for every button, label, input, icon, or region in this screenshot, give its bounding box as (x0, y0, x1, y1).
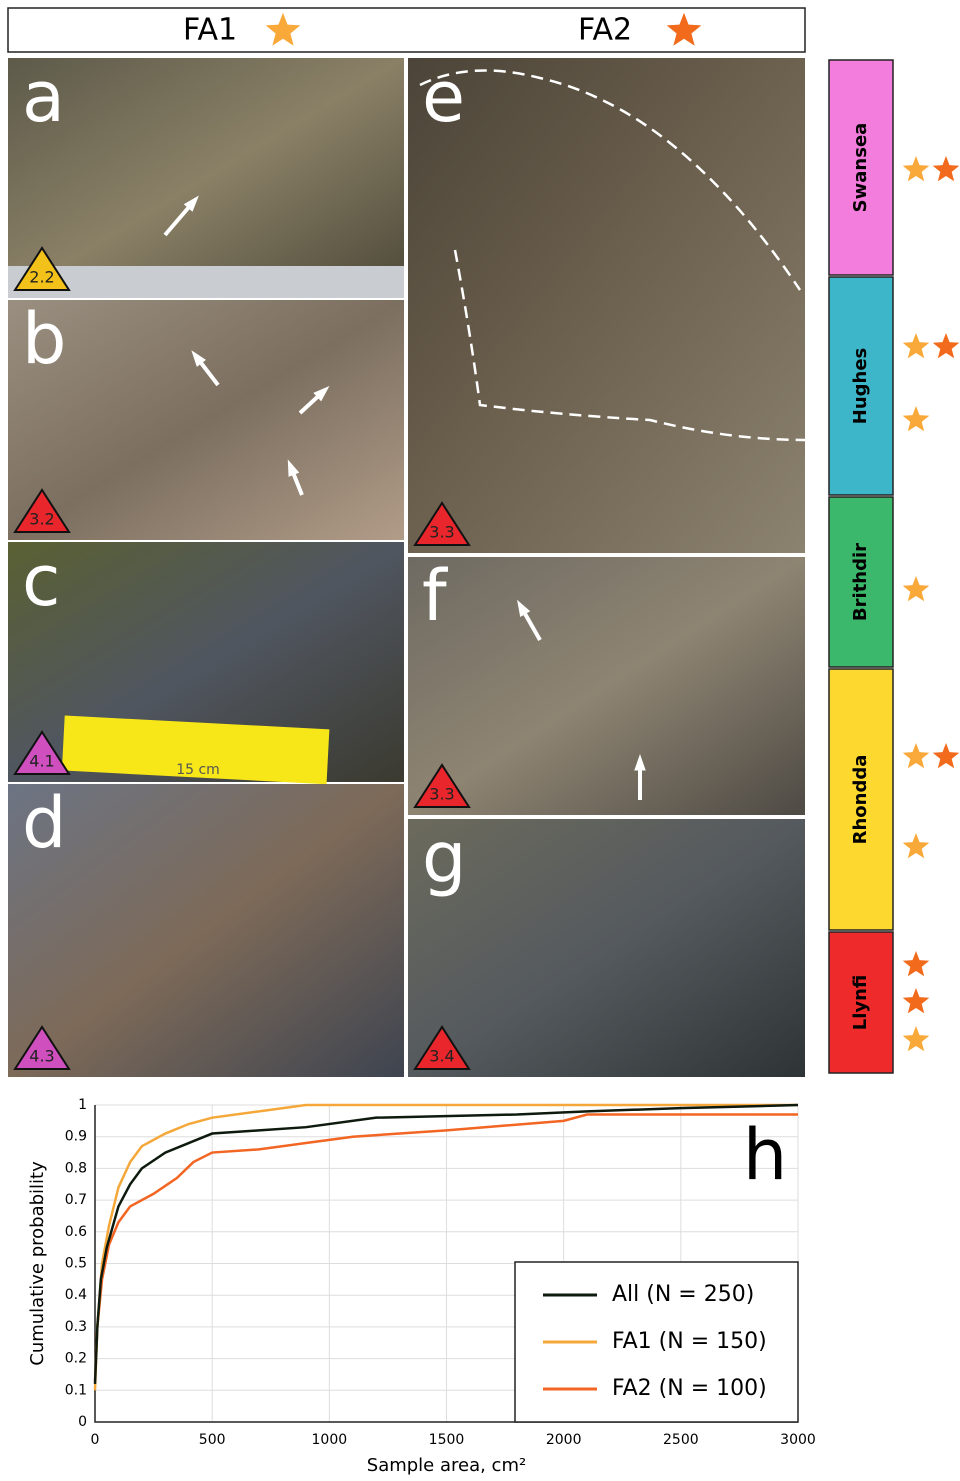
x-tick-label: 1000 (312, 1432, 348, 1448)
x-tick-label: 2500 (663, 1432, 699, 1448)
badge-label: 4.3 (29, 1047, 54, 1066)
badge-label: 3.2 (29, 510, 54, 529)
badge-label: 3.3 (429, 523, 454, 542)
star (903, 1026, 930, 1051)
badge-label: 2.2 (29, 268, 54, 287)
panel-letter: d (22, 782, 66, 864)
legend-label: FA1 (N = 150) (612, 1329, 767, 1354)
panel-letter: h (743, 1114, 787, 1196)
panel-letter: b (22, 298, 66, 380)
y-tick-label: 0.2 (65, 1351, 87, 1367)
fa1-label: FA1 (183, 13, 237, 48)
y-tick-label: 0 (78, 1414, 87, 1430)
y-tick-label: 0.4 (65, 1287, 87, 1303)
badge-label: 3.4 (429, 1047, 454, 1066)
y-tick-label: 0.1 (65, 1382, 87, 1398)
x-tick-label: 2000 (546, 1432, 582, 1448)
legend-label: FA2 (N = 100) (612, 1376, 767, 1401)
y-tick-label: 1 (78, 1097, 87, 1113)
y-axis-label: Cumulative probability (27, 1161, 48, 1366)
photo (8, 300, 404, 540)
scale-label: 15 cm (176, 762, 220, 778)
star (903, 743, 930, 768)
photo (408, 557, 805, 815)
star (903, 951, 930, 976)
panel-letter: e (422, 56, 465, 138)
photo (408, 819, 805, 1077)
photo-panels: a 2.2 b 3.2 15 cm c 4.1 d 4.3 e 3.3 f 3.3 g 3.4 (8, 56, 805, 1077)
badge-label: 3.3 (429, 785, 454, 804)
fa2-label: FA2 (578, 13, 632, 48)
unit-stars (903, 156, 960, 1051)
photo (8, 58, 404, 298)
panel-letter: f (422, 555, 448, 637)
x-tick-label: 1500 (429, 1432, 465, 1448)
x-axis-label: Sample area, cm² (367, 1455, 526, 1476)
y-tick-label: 0.9 (65, 1129, 87, 1145)
x-tick-label: 0 (91, 1432, 100, 1448)
star (933, 743, 960, 768)
panel-letter: g (422, 817, 466, 899)
unit-label: Brithdir (850, 543, 871, 621)
star (903, 833, 930, 858)
star (903, 406, 930, 431)
ruler (8, 266, 404, 298)
badge-label: 4.1 (29, 752, 54, 771)
unit-label: Rhondda (850, 755, 871, 845)
figure: FA1 FA2 a 2.2 b 3.2 15 cm c 4.1 d 4.3 e 3.3 f 3.3 g 3.… (0, 0, 960, 1481)
panel-letter: c (22, 540, 61, 622)
x-tick-label: 500 (199, 1432, 226, 1448)
star (933, 156, 960, 181)
y-tick-label: 0.8 (65, 1160, 87, 1176)
unit-label: Hughes (850, 348, 871, 425)
star (933, 333, 960, 358)
y-tick-label: 0.5 (65, 1256, 87, 1272)
star (903, 988, 930, 1013)
chart: 0 0.1 0.2 0.3 0.4 0.5 0.6 0.7 0.8 0.9 1 0 500 1000 150… (27, 1097, 816, 1476)
unit-label: Llynfi (850, 975, 871, 1031)
photo (408, 58, 805, 553)
star (903, 333, 930, 358)
star (903, 156, 930, 181)
y-tick-label: 0.3 (65, 1319, 87, 1335)
page: FA1 FA2 a 2.2 b 3.2 15 cm c 4.1 d 4.3 e 3.3 f 3.3 g 3.… (0, 0, 960, 1481)
panel-letter: a (22, 56, 65, 138)
star (903, 576, 930, 601)
unit-column: Swansea Hughes Brithdir Rhondda Llynfi (829, 60, 893, 1073)
y-tick-label: 0.6 (65, 1224, 87, 1240)
unit-label: Swansea (850, 123, 871, 213)
photo (8, 784, 404, 1077)
x-tick-label: 3000 (780, 1432, 816, 1448)
y-tick-label: 0.7 (65, 1192, 87, 1208)
legend-label: All (N = 250) (612, 1282, 754, 1307)
